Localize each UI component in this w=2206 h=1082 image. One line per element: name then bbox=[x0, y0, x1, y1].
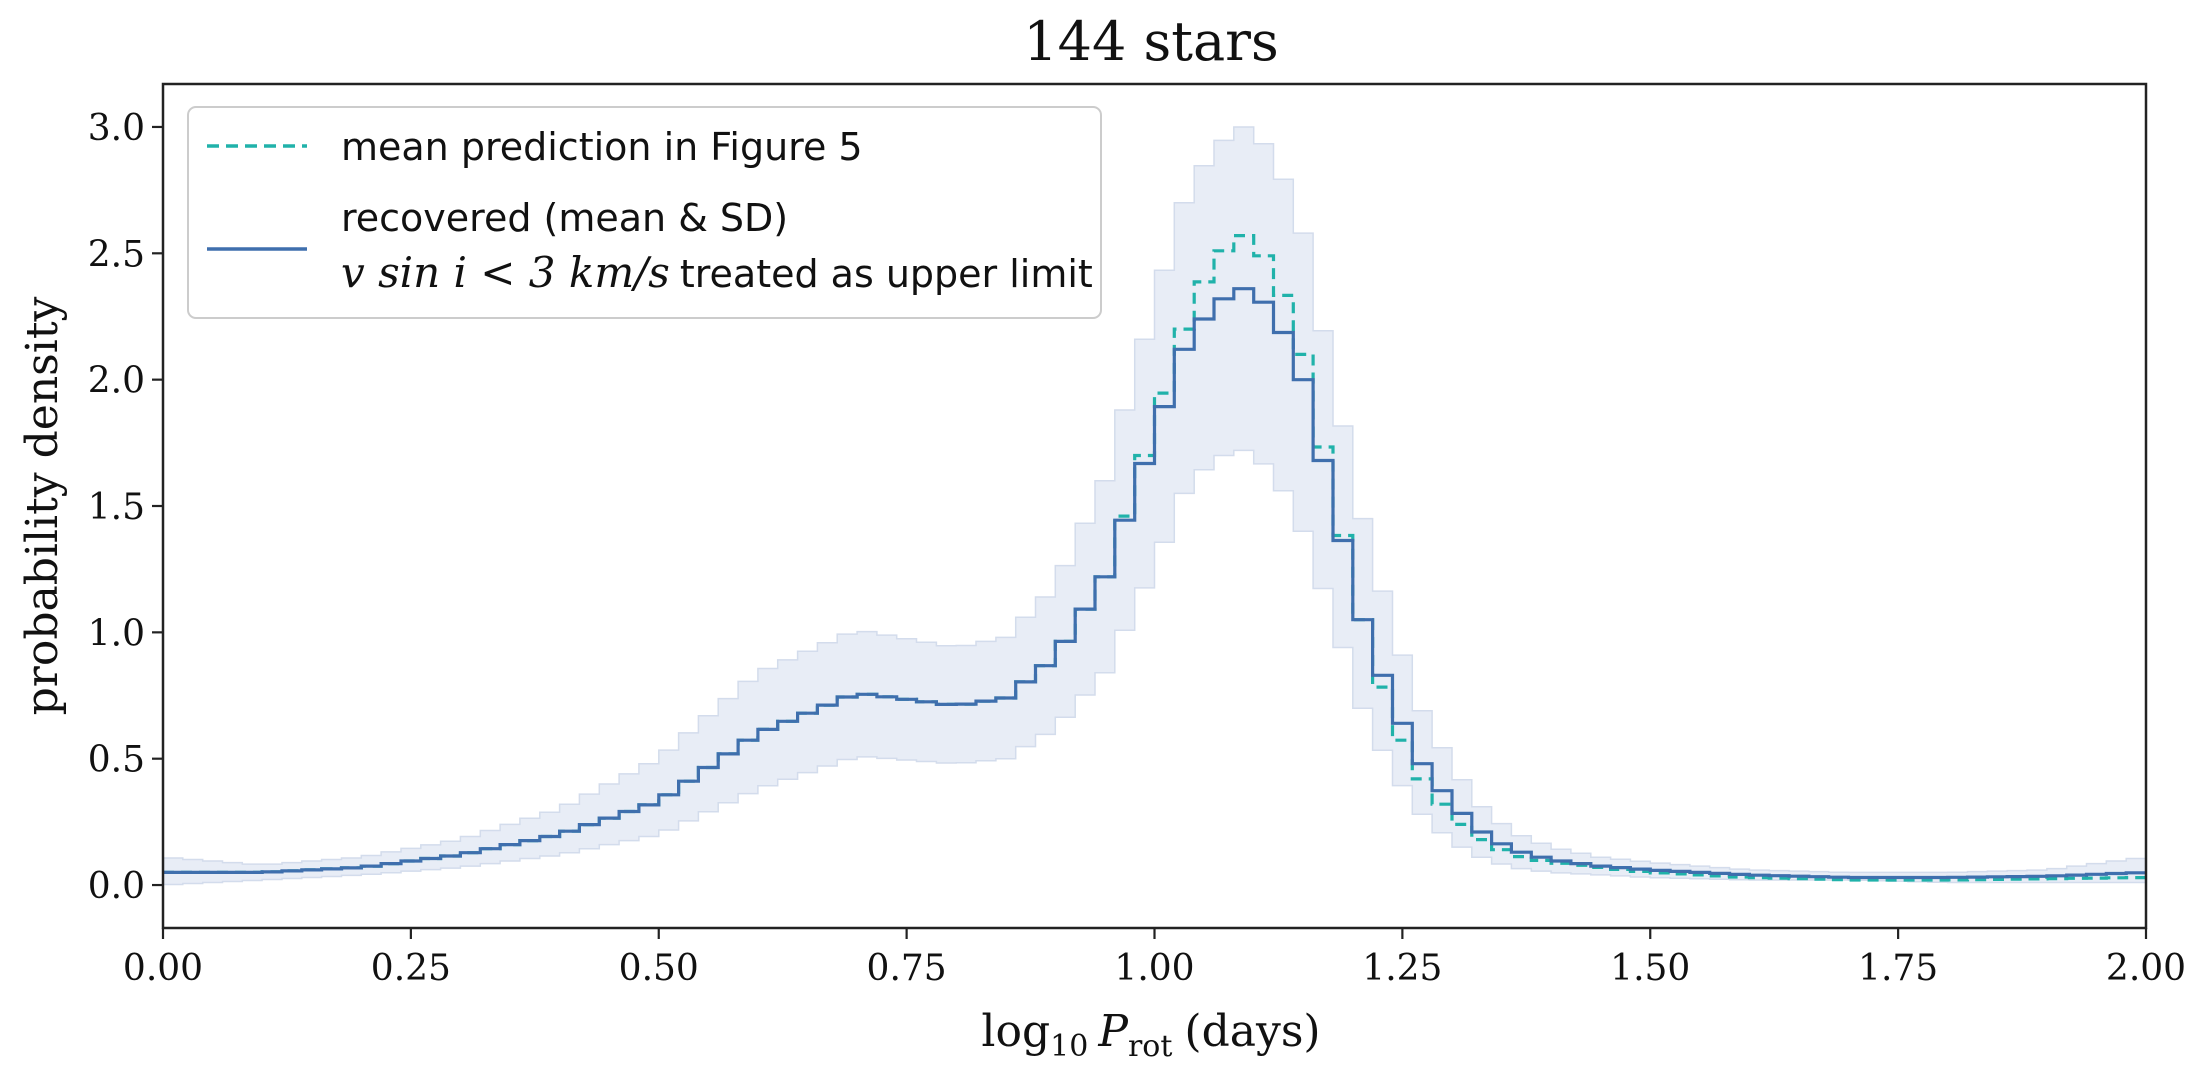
legend-label-prediction: mean prediction in Figure 5 bbox=[341, 125, 863, 169]
y-tick-label: 2.0 bbox=[88, 361, 145, 402]
chart-title: 144 stars bbox=[1023, 10, 1278, 73]
y-axis-label: probability density bbox=[17, 296, 68, 715]
y-axis: 0.0 0.5 1.0 1.5 2.0 2.5 3.0 bbox=[88, 108, 163, 907]
y-tick-label: 0.5 bbox=[88, 740, 145, 781]
x-label-log: log bbox=[981, 1006, 1050, 1057]
x-tick-label: 1.25 bbox=[1362, 948, 1442, 989]
x-label-unit: (days) bbox=[1184, 1006, 1320, 1057]
legend-label-upper-limit: v sin i < 3 km/s treated as upper limit bbox=[341, 248, 1093, 297]
y-tick-label: 3.0 bbox=[88, 108, 145, 149]
x-axis: 0.00 0.25 0.50 0.75 1.00 1.25 1.50 1.75 2.00 bbox=[123, 928, 2186, 989]
x-label-var: P bbox=[1097, 1006, 1129, 1057]
x-tick-label: 2.00 bbox=[2106, 948, 2186, 989]
x-tick-label: 0.25 bbox=[371, 948, 451, 989]
sd-band-layer bbox=[162, 126, 2147, 886]
y-tick-label: 2.5 bbox=[88, 234, 145, 275]
x-tick-label: 1.50 bbox=[1610, 948, 1690, 989]
legend: mean prediction in Figure 5 recovered (m… bbox=[187, 106, 1102, 319]
x-tick-label: 1.75 bbox=[1858, 948, 1938, 989]
legend-label-recovered: recovered (mean & SD) bbox=[341, 196, 788, 240]
series-layer bbox=[163, 234, 2146, 882]
sd-band bbox=[162, 126, 2147, 886]
y-tick-label: 1.5 bbox=[88, 487, 145, 528]
y-tick-label: 1.0 bbox=[88, 613, 145, 654]
y-tick-label: 0.0 bbox=[88, 866, 145, 907]
legend-box bbox=[187, 106, 1102, 319]
x-tick-label: 1.00 bbox=[1114, 948, 1194, 989]
legend-label-rest: treated as upper limit bbox=[680, 252, 1093, 296]
x-axis-label: log10 Prot (days) bbox=[981, 1006, 1320, 1064]
x-tick-label: 0.00 bbox=[123, 948, 203, 989]
legend-math-vsini: v sin i < 3 km/s bbox=[341, 248, 670, 297]
x-tick-label: 0.75 bbox=[867, 948, 947, 989]
x-tick-label: 0.50 bbox=[619, 948, 699, 989]
x-label-var-sub: rot bbox=[1128, 1029, 1172, 1064]
x-label-log-sub: 10 bbox=[1050, 1029, 1088, 1064]
series-line-recovered bbox=[163, 287, 2146, 880]
